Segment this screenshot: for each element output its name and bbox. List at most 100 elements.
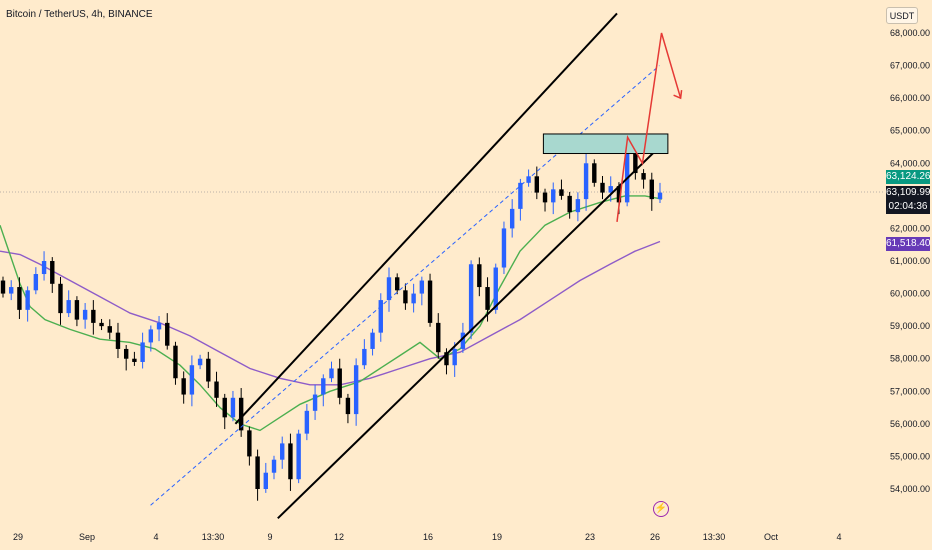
channel-mid-line[interactable]	[150, 65, 660, 506]
candle-body	[288, 443, 293, 480]
candle-body	[542, 192, 548, 203]
candle-body	[222, 397, 227, 418]
candle-body	[633, 153, 638, 174]
candle-body	[468, 264, 474, 333]
candle-body	[370, 332, 375, 349]
projection-path[interactable]	[616, 32, 682, 222]
candle-body	[329, 368, 334, 379]
candle-body	[296, 433, 301, 480]
x-tick-label: 26	[650, 532, 660, 542]
candle-body	[304, 410, 310, 434]
y-tick-label: 56,000.00	[890, 419, 930, 429]
candle-body	[91, 309, 96, 323]
x-tick-label: 4	[836, 532, 841, 542]
candle-body	[255, 456, 260, 489]
candle-body	[66, 300, 71, 314]
candle-body	[608, 186, 613, 193]
x-tick-label: 19	[492, 532, 502, 542]
candle-body	[575, 199, 581, 213]
candle-body	[280, 443, 285, 460]
candle-body	[214, 381, 219, 398]
candle-body	[247, 430, 252, 457]
candle-body	[641, 173, 646, 180]
y-tick-label: 68,000.00	[890, 28, 930, 38]
candle-body	[657, 192, 663, 200]
y-tick-label: 66,000.00	[890, 93, 930, 103]
candle-body	[403, 290, 408, 304]
candle-body	[156, 322, 162, 330]
ma-fast-line	[0, 195, 663, 432]
candle-body	[559, 189, 564, 196]
lightning-icon[interactable]: ⚡	[653, 501, 669, 517]
y-tick-label: 62,000.00	[890, 223, 930, 233]
candle-body	[107, 326, 112, 333]
candle-body	[9, 287, 14, 294]
candle-body	[271, 459, 277, 473]
resistance-zone[interactable]	[542, 133, 669, 155]
candle-body	[583, 163, 589, 200]
candle-body	[509, 208, 515, 229]
candle-body	[477, 264, 482, 288]
candle-body	[427, 280, 433, 323]
candle-body	[115, 332, 121, 349]
y-tick-label: 57,000.00	[890, 386, 930, 396]
y-tick-label: 65,000.00	[890, 126, 930, 136]
x-tick-label: Oct	[764, 532, 779, 542]
candle-body	[82, 309, 88, 320]
candle-body	[436, 322, 441, 353]
candle-body	[362, 348, 367, 366]
candle-body	[238, 397, 244, 431]
candle-body	[518, 182, 523, 209]
ma-slow-line	[0, 240, 661, 386]
candle-body	[600, 182, 605, 193]
candle-body	[181, 378, 186, 395]
candle-body	[148, 329, 154, 343]
candle-body	[411, 293, 416, 304]
candle-body	[0, 280, 6, 294]
candle-body	[452, 348, 457, 366]
x-tick-label: 4	[153, 532, 158, 542]
x-tick-label: 29	[13, 532, 23, 542]
candle-body	[649, 179, 654, 200]
candle-body	[526, 176, 531, 183]
candle-body	[485, 287, 490, 310]
candle-body	[337, 368, 342, 398]
y-tick-label: 54,000.00	[890, 484, 930, 494]
y-tick-label: 64,000.00	[890, 158, 930, 168]
y-tick-label: 58,000.00	[890, 354, 930, 364]
x-tick-label: 13:30	[703, 532, 726, 542]
candle-body	[616, 186, 622, 203]
countdown-tag: 02:04:36	[886, 200, 930, 214]
candle-body	[501, 228, 507, 268]
chart-title: Bitcoin / TetherUS, 4h, BINANCE	[6, 9, 153, 20]
channel-lower-line[interactable]	[277, 146, 661, 520]
y-tick-label: 61,000.00	[890, 256, 930, 266]
candle-body	[460, 332, 466, 349]
candle-body	[263, 472, 268, 489]
currency-selector[interactable]: USDT	[886, 7, 918, 24]
candle-body	[230, 397, 236, 418]
x-tick-label: 12	[334, 532, 344, 542]
candle-body	[74, 300, 80, 320]
candle-body	[25, 290, 30, 310]
x-tick-label: 9	[267, 532, 272, 542]
y-tick-label: 59,000.00	[890, 321, 930, 331]
candle-body	[41, 261, 47, 275]
x-tick-label: 23	[585, 532, 595, 542]
candle-body	[551, 189, 556, 203]
candle-body	[140, 342, 145, 362]
channel-upper-line[interactable]	[234, 12, 618, 425]
candle-body	[395, 277, 400, 291]
x-tick-label: Sep	[79, 532, 95, 542]
candle-body	[99, 322, 104, 327]
candle-body	[58, 283, 63, 314]
candle-body	[173, 345, 178, 379]
candle-body	[123, 348, 129, 359]
candle-body	[419, 280, 425, 294]
candle-body	[197, 358, 203, 366]
x-tick-label: 16	[423, 532, 433, 542]
candle-body	[17, 287, 22, 310]
price-tag-last: 63,109.99	[886, 186, 931, 200]
candle-body	[345, 397, 351, 415]
